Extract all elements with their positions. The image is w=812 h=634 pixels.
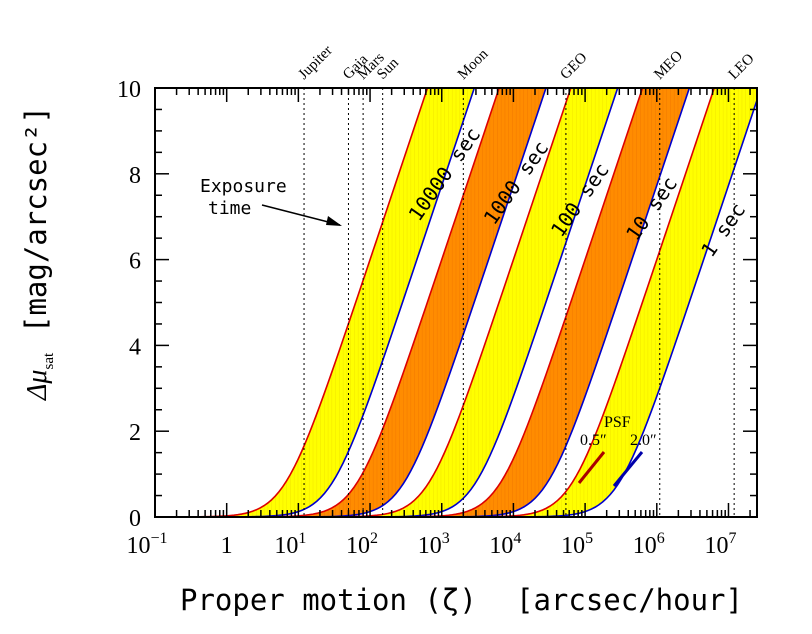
ref-label-moon: Moon [455, 46, 492, 83]
band-3 [155, 88, 690, 517]
band-2 [155, 88, 618, 517]
x-tick-label-5: 104 [489, 530, 521, 559]
y-tick-label-4: 8 [129, 163, 141, 189]
series-0-red-edge [155, 88, 429, 517]
y-tick-label-2: 4 [129, 334, 141, 360]
x-axis-label: Proper motion (ζ) [180, 583, 477, 617]
x-tick-label-6: 105 [561, 530, 593, 559]
psf-label-0: 0.5″ [580, 432, 607, 449]
band-1 [155, 88, 546, 517]
ref-label-leo: LEO [726, 51, 758, 83]
y-axis-label: Δμsat [22, 352, 57, 401]
psf-swatch-0 [577, 451, 606, 484]
ref-label-geo: GEO [557, 50, 590, 83]
x-tick-label-0: 10−1 [126, 530, 167, 559]
x-tick-label-1: 1 [221, 533, 233, 559]
annotation-arrowhead [326, 216, 342, 226]
band-hatch-2 [380, 88, 615, 517]
ref-label-meo: MEO [651, 48, 686, 83]
y-axis-unit: [mag/arcsec²] [19, 106, 53, 333]
band-hatch-0 [237, 88, 472, 517]
ref-label-jupiter: Jupiter [296, 43, 336, 83]
band-hatch-4 [523, 88, 757, 517]
psf-label-1: 2.0″ [630, 432, 657, 449]
band-0 [155, 88, 475, 517]
band-hatch-3 [451, 88, 690, 517]
x-tick-label-2: 101 [274, 530, 306, 559]
x-tick-label-8: 107 [704, 530, 736, 559]
data-bands [155, 88, 757, 517]
series-3-red-edge [155, 88, 644, 517]
x-axis-unit: [arcsec/hour] [516, 583, 743, 617]
y-tick-label-0: 0 [129, 506, 141, 532]
psf-title: PSF [604, 414, 631, 431]
series-2-blue-edge [155, 88, 619, 517]
x-tick-label-7: 106 [633, 530, 665, 559]
annotation-exposure: Exposure [200, 176, 287, 197]
band-4 [155, 88, 757, 517]
x-tick-label-4: 103 [418, 530, 450, 559]
psf-swatch-1 [612, 451, 644, 487]
x-tick-label-3: 102 [346, 530, 378, 559]
y-tick-label-3: 6 [129, 249, 141, 275]
axes: 10−1 1 101 102 103 104 105 106 107 0 2 4 6 8 10 [117, 77, 758, 559]
y-axis-subscript: sat [41, 352, 57, 369]
y-tick-label-5: 10 [117, 77, 141, 103]
y-tick-label-1: 2 [129, 420, 141, 446]
y-axis-symbol: Δμ [22, 370, 53, 402]
annotation-time: time [208, 198, 251, 219]
